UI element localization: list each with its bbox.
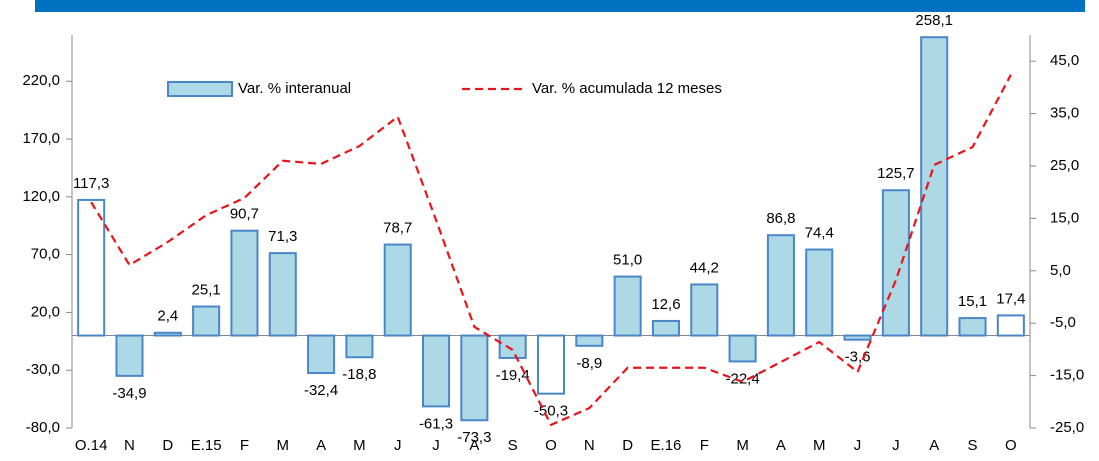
value-label: 86,8 [766,210,795,227]
value-label: -3,6 [845,349,871,366]
x-tick-label: A [316,437,326,454]
bar [383,243,412,337]
bar [268,252,297,337]
legend-label: Var. % acumulada 12 meses [532,80,722,97]
x-tick-label: J [432,437,440,454]
value-label: 15,1 [958,293,987,310]
value-label: 78,7 [383,220,412,237]
bar [766,234,795,337]
x-tick-label: E.16 [651,437,682,454]
value-label: -50,3 [534,403,568,420]
bar [536,334,566,395]
y-tick-label: 170,0 [22,130,60,147]
value-label: 117,3 [73,175,109,192]
bar [77,198,106,337]
bar [996,314,1025,337]
x-tick-label: M [736,437,749,454]
x-tick-label: A [776,437,786,454]
x-tick-label: S [508,437,518,454]
x-tick-label: A [929,437,939,454]
y2-tick-label: 45,0 [1050,52,1079,69]
x-tick-label: O.14 [75,437,108,454]
value-label: -8,9 [576,355,602,372]
x-tick-label: N [584,437,595,454]
value-label: -18,8 [342,366,376,383]
bar [230,229,259,337]
x-tick-label: O [545,437,557,454]
bar [153,331,182,337]
x-tick-label: F [240,437,249,454]
x-tick-label: A [469,437,479,454]
x-tick-label: M [353,437,366,454]
x-tick-label: J [892,437,900,454]
value-label: -22,4 [725,370,759,387]
legend-swatch [167,81,233,97]
x-tick-label: M [277,437,290,454]
legend-label: Var. % interanual [238,80,351,97]
bar [498,334,527,359]
x-tick-label: J [854,437,862,454]
bar [613,275,642,337]
bar [575,334,604,347]
x-tick-label: M [813,437,826,454]
bar [843,334,872,341]
value-label: -73,3 [457,429,491,446]
x-tick-label: S [968,437,978,454]
value-label: -34,9 [112,385,146,402]
y2-tick-label: 25,0 [1050,157,1079,174]
bar [422,334,451,408]
y-tick-label: -80,0 [26,419,60,436]
y2-tick-label: -25,0 [1050,419,1084,436]
bar [307,334,336,374]
bar [805,248,834,337]
x-tick-label: F [700,437,709,454]
value-label: 12,6 [651,296,680,313]
value-label: 258,1 [915,12,953,29]
bar [651,319,680,337]
x-tick-label: J [394,437,402,454]
y2-tick-label: -15,0 [1050,367,1084,384]
value-label: 125,7 [877,165,915,182]
bar [690,283,719,337]
bar [728,334,757,363]
x-tick-label: N [124,437,135,454]
bar [460,334,489,422]
bar [920,36,949,337]
y-tick-label: 70,0 [31,246,60,263]
bar [345,334,374,359]
line [90,74,1012,427]
x-tick-label: E.15 [191,437,222,454]
header-banner [35,0,1085,12]
y-tick-label: 20,0 [31,303,60,320]
y-tick-label: 220,0 [22,72,60,89]
bar [881,189,910,337]
value-label: -19,4 [496,367,530,384]
bar [115,334,144,377]
value-label: 25,1 [192,281,221,298]
value-label: -32,4 [304,382,338,399]
value-label: 51,0 [613,252,642,269]
x-tick-label: O [1005,437,1017,454]
x-tick-label: D [162,437,173,454]
value-label: 17,4 [996,290,1025,307]
value-label: 44,2 [690,259,719,276]
bar [192,305,221,337]
value-label: -61,3 [419,415,453,432]
y2-tick-label: 35,0 [1050,105,1079,122]
y2-tick-label: 5,0 [1050,262,1071,279]
y2-tick-label: -5,0 [1050,314,1076,331]
value-label: 90,7 [230,206,259,223]
bar [958,317,987,337]
value-label: 71,3 [268,228,297,245]
value-label: 2,4 [157,308,178,325]
x-tick-label: D [622,437,633,454]
value-label: 74,4 [805,225,834,242]
y2-tick-label: 15,0 [1050,209,1079,226]
y-tick-label: -30,0 [26,361,60,378]
y-tick-label: 120,0 [22,188,60,205]
